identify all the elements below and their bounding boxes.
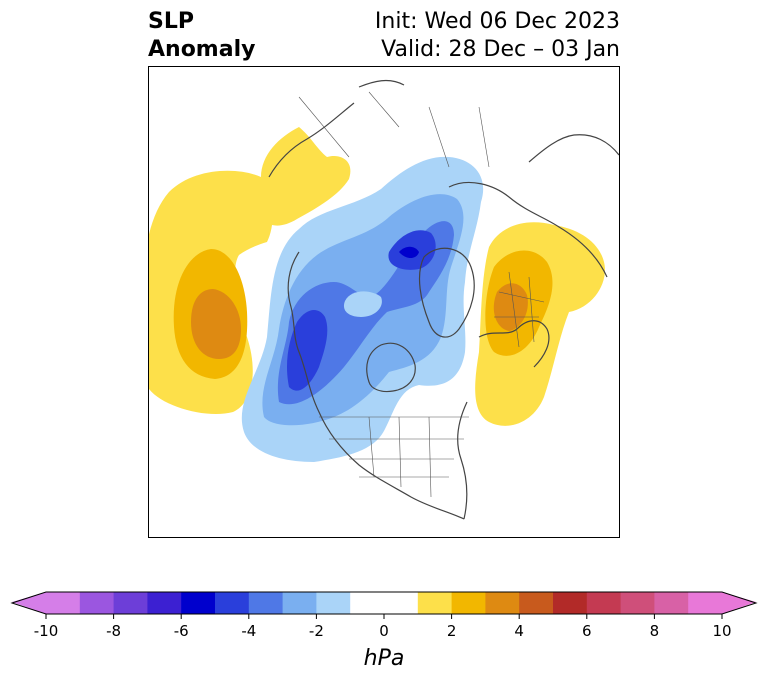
colorbar-tick-label: 8 <box>650 622 660 640</box>
borders-usa <box>319 416 469 498</box>
colorbar-segment <box>282 592 317 614</box>
colorbar-frame <box>10 591 758 615</box>
slp-anomaly-map <box>148 66 620 538</box>
colorbar-tick-label: 0 <box>379 622 389 640</box>
positive-anomaly-pacific-core <box>191 289 241 359</box>
coastline-eurasia <box>448 134 619 278</box>
borders-europe <box>494 271 545 348</box>
colorbar-segment <box>215 592 250 614</box>
colorbar-tick-label: -10 <box>34 622 59 640</box>
colorbar-tick-label: -2 <box>309 622 324 640</box>
title-line-1: SLP <box>148 9 194 34</box>
colorbar-segment <box>417 592 453 614</box>
negative-anomaly-core-dark <box>399 246 419 259</box>
colorbar-segment <box>316 592 351 614</box>
colorbar-tick-label: 10 <box>712 622 731 640</box>
colorbar-units: hPa <box>363 646 405 671</box>
colorbar-segment <box>688 592 723 614</box>
colorbar-tick-label: 2 <box>447 622 457 640</box>
positive-anomaly-europe-core <box>493 283 528 331</box>
coastline-hudson-bay <box>366 342 416 393</box>
colorbar-segment <box>451 592 486 614</box>
colorbar-segment <box>519 592 554 614</box>
valid-period: Valid: 28 Dec – 03 Jan <box>381 37 620 62</box>
coastline-greenland <box>418 247 475 338</box>
coastline-europe <box>478 320 550 368</box>
coastline-north-america <box>287 251 468 520</box>
colorbar-segment <box>384 592 419 614</box>
colorbar-tick-label: -4 <box>241 622 256 640</box>
colorbar-tick-label: 6 <box>582 622 592 640</box>
colorbar-segment <box>248 592 284 614</box>
title-line-2: Anomaly <box>148 37 256 62</box>
map-dates: Init: Wed 06 Dec 2023 Valid: 28 Dec – 03… <box>375 8 620 64</box>
colorbar-over-arrow <box>722 592 756 614</box>
colorbar-under-arrow <box>12 592 46 614</box>
map-title: SLP Anomaly <box>148 8 255 64</box>
init-date: Init: Wed 06 Dec 2023 <box>374 9 620 34</box>
borders-asia <box>298 91 490 168</box>
colorbar-segment <box>586 592 622 614</box>
colorbar-segment <box>620 592 655 614</box>
colorbar-segment <box>181 592 216 614</box>
colorbar-segment <box>553 592 588 614</box>
colorbar-tick-label: 4 <box>514 622 524 640</box>
colorbar: -10 -8 -6 -4 -2 0 2 4 6 8 10 <box>10 591 758 640</box>
colorbar-segment <box>79 592 115 614</box>
coastline-asia-east <box>268 79 405 178</box>
colorbar-segment <box>654 592 689 614</box>
colorbar-segment <box>485 592 520 614</box>
colorbar-segment <box>113 592 148 614</box>
colorbar-tick-label: -6 <box>174 622 189 640</box>
colorbar-segment <box>46 592 81 614</box>
negative-anomaly-light-center <box>343 291 382 317</box>
colorbar-segment <box>350 592 385 614</box>
positive-anomaly-bering <box>261 127 351 226</box>
colorbar-tick-label: -8 <box>106 622 121 640</box>
negative-anomaly-core-west <box>286 310 328 391</box>
colorbar-segment <box>147 592 182 614</box>
